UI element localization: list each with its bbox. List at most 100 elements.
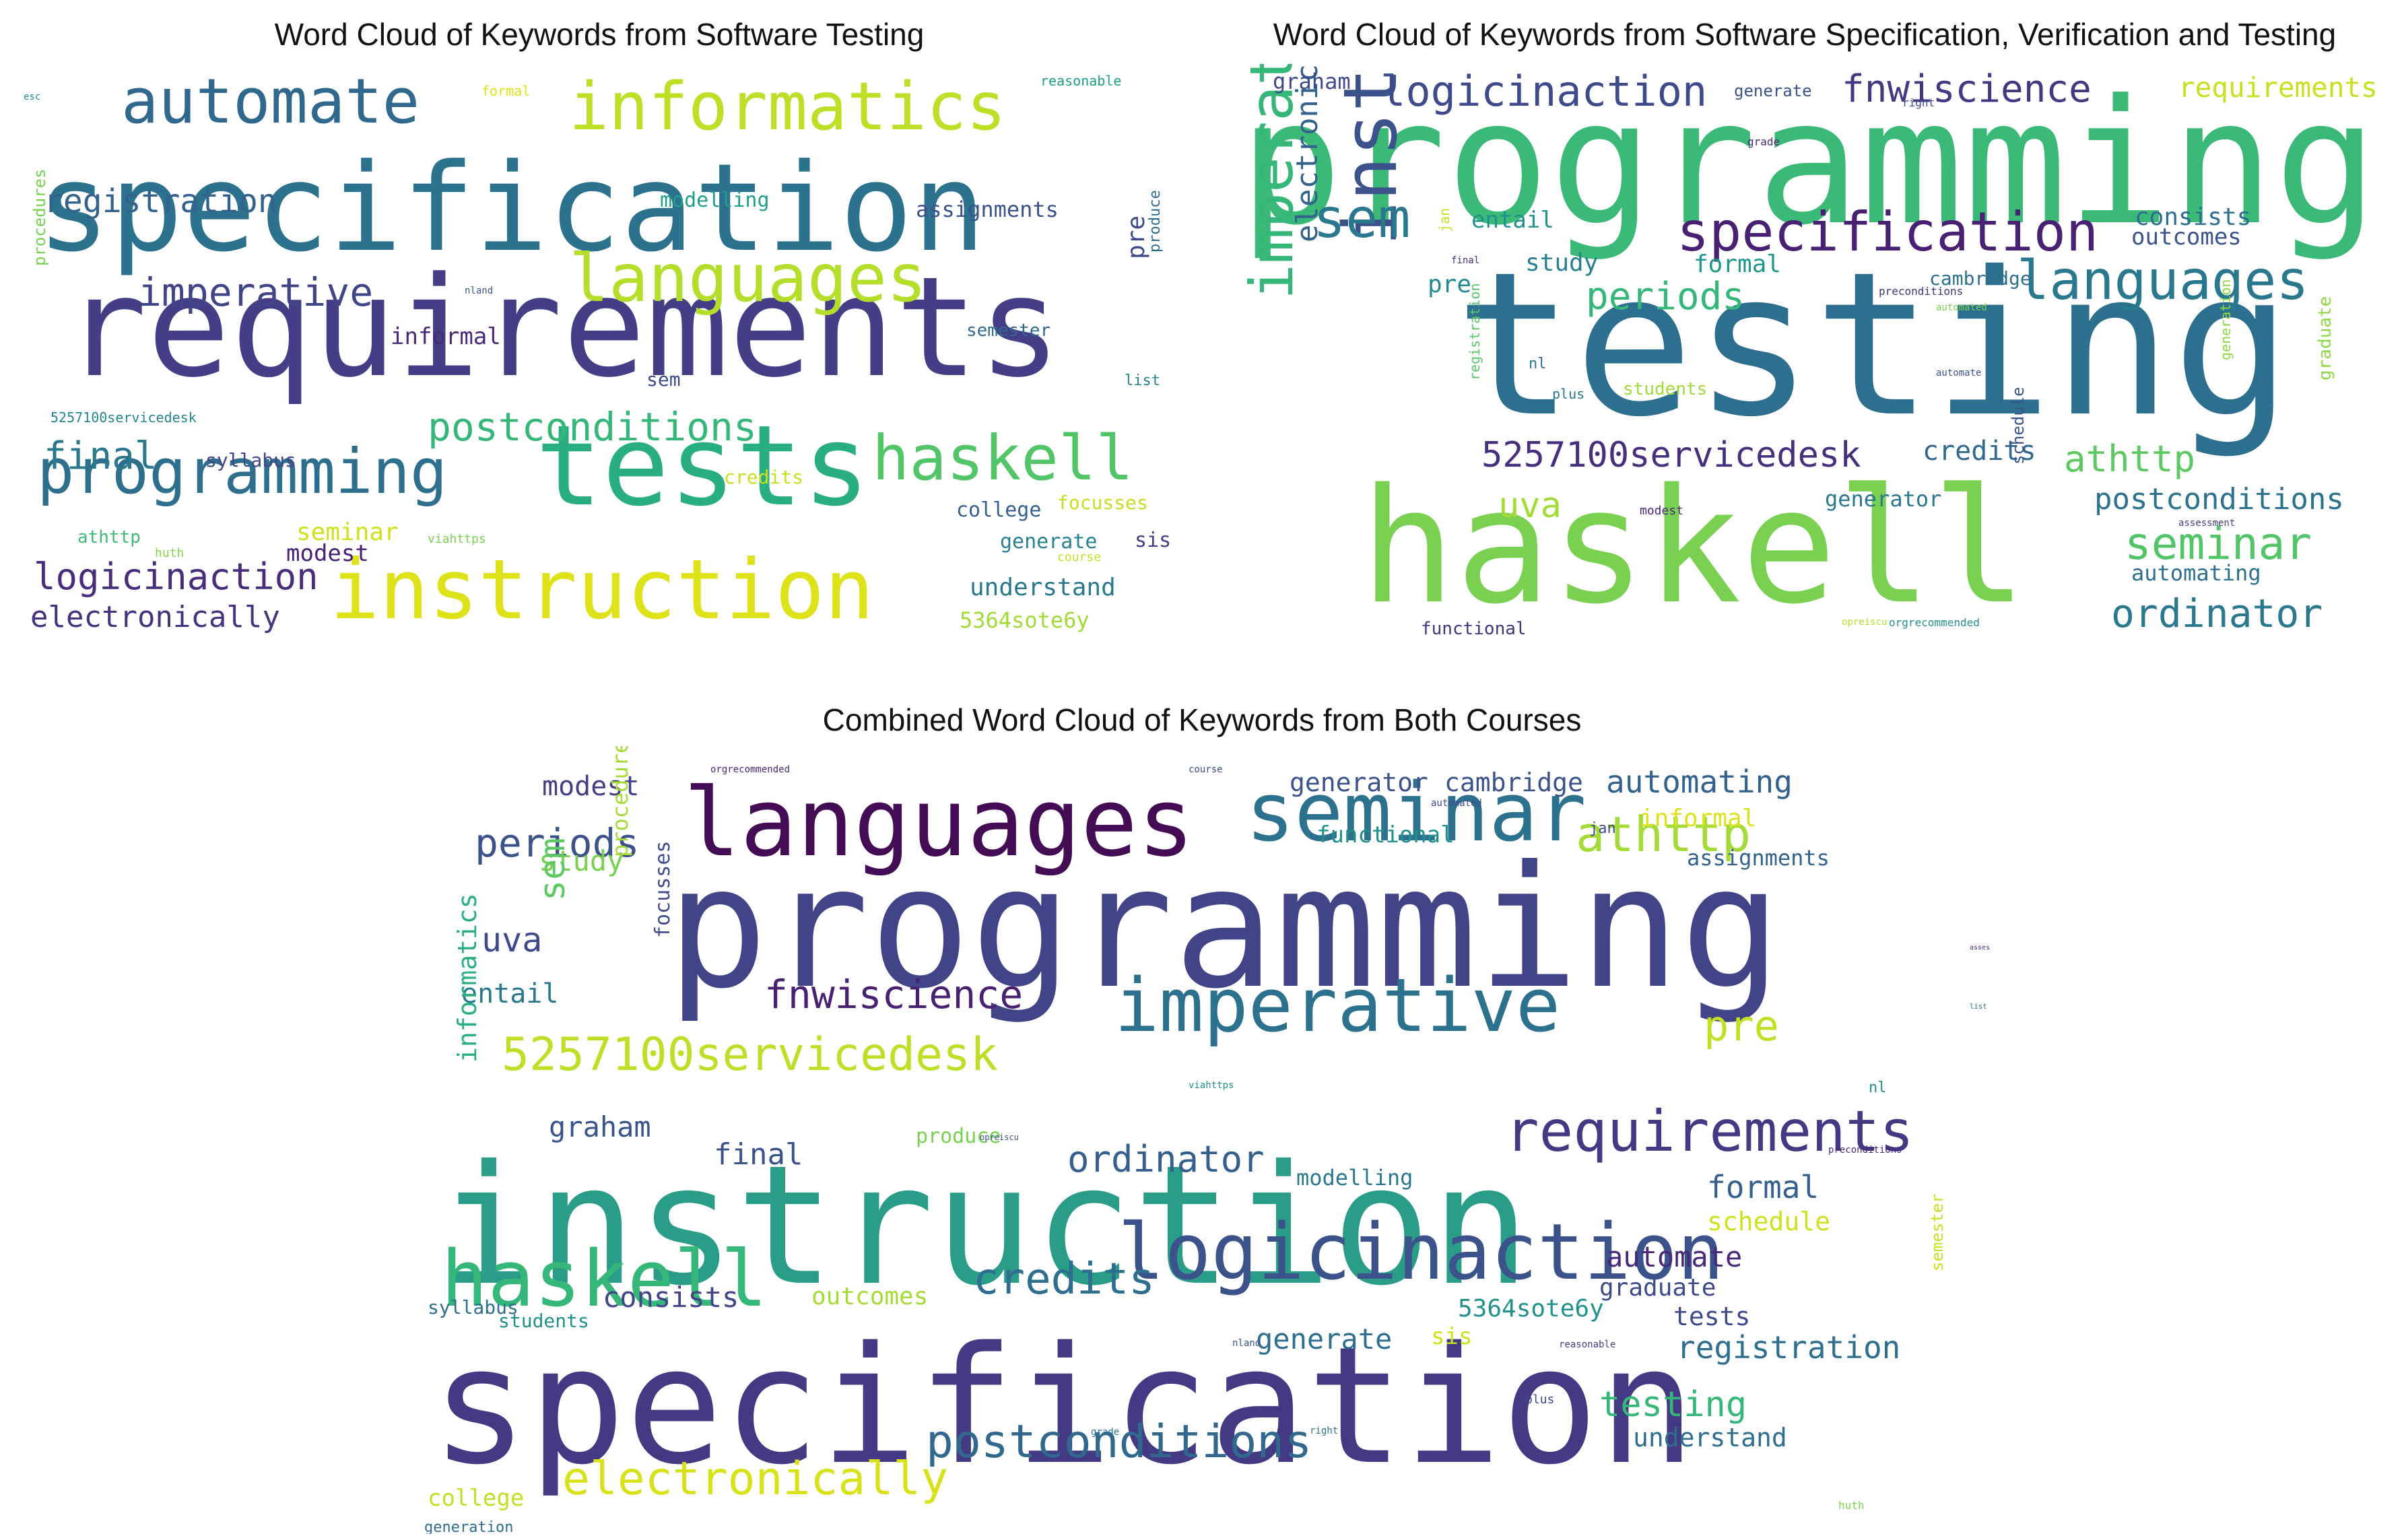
- cloud-word-study: study: [539, 844, 624, 877]
- cloud-word-imperative: imperative: [138, 269, 374, 315]
- cloud-word-pre: pre: [1704, 1001, 1779, 1050]
- cloud-word-sis: sis: [1135, 529, 1172, 552]
- cloud-word-consists: consists: [603, 1281, 739, 1314]
- cloud-word-generate: generate: [1000, 530, 1098, 554]
- cloud-word-modelling: modelling: [660, 189, 770, 212]
- cloud-word-assessment: assessment: [1970, 944, 1990, 951]
- cloud-word-tests: tests: [1673, 1302, 1751, 1331]
- cloud-word-sem: sem: [1313, 187, 1411, 250]
- cloud-word-automating: automating: [1606, 764, 1793, 800]
- cloud-word-entail: entail: [461, 978, 559, 1009]
- cloud-word-postconditions: postconditions: [926, 1415, 1312, 1469]
- cloud-word-produce: produce: [1147, 190, 1164, 253]
- cloud-word-athttp: athttp: [2064, 438, 2196, 480]
- cloud-word-preconditions: preconditions: [1828, 1145, 1902, 1156]
- cloud-word-reasonable: reasonable: [1040, 73, 1122, 89]
- cloud-word-generator: generator: [1290, 768, 1428, 797]
- cloud-word-languages: languages: [2017, 249, 2309, 312]
- cloud-word-procedures: procedures: [30, 168, 49, 267]
- cloud-word-electronically: electronically: [30, 600, 280, 634]
- cloud-word-final: final: [1451, 255, 1480, 266]
- cloud-word-athttp: athttp: [77, 527, 141, 547]
- cloud-word-postconditions: postconditions: [428, 404, 757, 450]
- cloud-word-opreiscu: opreiscu: [1842, 617, 1888, 628]
- cloud-word-haskell: haskell: [872, 422, 1133, 494]
- word-cloud-software-testing: requirements specification tests instructio…: [24, 64, 1175, 650]
- cloud-title: Combined Word Cloud of Keywords from Bot…: [822, 702, 1582, 737]
- cloud-word-grade: grade: [1747, 135, 1780, 148]
- cloud-word-testing: testing: [1455, 229, 2292, 461]
- cloud-word-imperative: imperative: [1114, 962, 1561, 1048]
- cloud-panel-combined: Combined Word Cloud of Keywords from Bot…: [0, 694, 2404, 1540]
- cloud-word-functional: functional: [1316, 822, 1455, 848]
- cloud-panel-specification-verification-testing: Word Cloud of Keywords from Software Spe…: [1205, 0, 2404, 673]
- cloud-word-plus: plus: [1552, 386, 1585, 402]
- cloud-word-athttp: athttp: [1576, 806, 1751, 863]
- cloud-word-nland: nland: [1232, 1338, 1261, 1349]
- cloud-word-preconditions: preconditions: [1879, 285, 1964, 298]
- cloud-word-registration: registration: [1467, 283, 1483, 381]
- cloud-word-fnwiscience: fnwiscience: [764, 972, 1024, 1017]
- cloud-word-credits: credits: [973, 1254, 1155, 1304]
- cloud-word-requirements: requirements: [1505, 1098, 1914, 1164]
- cloud-word-huth: huth: [1838, 1499, 1865, 1512]
- cloud-word-schedule: schedule: [2009, 387, 2028, 465]
- cloud-word-programming: programming: [667, 830, 1782, 1026]
- cloud-word-right: right: [1902, 96, 1935, 109]
- cloud-word-5257100servicedesk: 5257100servicedesk: [502, 1028, 998, 1081]
- cloud-word-huth: huth: [155, 546, 185, 560]
- cloud-word-logicinaction: logicinaction: [1118, 1207, 1725, 1298]
- cloud-word-cambridge: cambridge: [1444, 768, 1583, 797]
- cloud-word-nland: nland: [465, 286, 494, 296]
- cloud-word-orgrecommended: orgrecommended: [710, 764, 791, 775]
- cloud-word-semester: semester: [1928, 1193, 1947, 1271]
- cloud-word-jan: jan: [1589, 820, 1616, 837]
- cloud-word-students: students: [1623, 379, 1708, 399]
- cloud-word-haskell: haskell: [1360, 455, 2028, 639]
- cloud-word-uva: uva: [481, 920, 543, 960]
- cloud-word-graham: graham: [549, 1110, 651, 1143]
- cloud-word-informal: informal: [391, 323, 501, 350]
- cloud-word-specification: specification: [37, 138, 986, 279]
- cloud-word-automated: automated: [1431, 798, 1482, 809]
- cloud-word-grade: grade: [1091, 1427, 1120, 1438]
- cloud-title: Word Cloud of Keywords from Software Tes…: [274, 17, 925, 52]
- cloud-word-modest: modest: [1640, 504, 1684, 518]
- cloud-word-modest: modest: [286, 540, 369, 567]
- cloud-word-seminar: seminar: [1246, 766, 1587, 860]
- cloud-word-generate: generate: [1256, 1323, 1393, 1355]
- cloud-word-automate: automate: [121, 65, 420, 137]
- cloud-word-outcomes: outcomes: [2131, 224, 2242, 250]
- cloud-word-automate: automate: [1936, 368, 1982, 378]
- cloud-word-focusses: focusses: [651, 840, 675, 939]
- cloud-word-formal: formal: [1694, 250, 1782, 278]
- cloud-word-esc: esc: [24, 92, 41, 102]
- cloud-word-languages: languages: [569, 240, 927, 317]
- cloud-word-assignments: assignments: [1687, 845, 1830, 871]
- cloud-word-5364sote6y: 5364sote6y: [960, 607, 1090, 633]
- cloud-word-registration: registration: [1677, 1329, 1901, 1366]
- cloud-word-study: study: [1525, 249, 1599, 277]
- cloud-word-list: list: [1970, 1002, 1987, 1011]
- cloud-word-specification: specification: [1677, 201, 2099, 263]
- cloud-word-instruction: instruction: [330, 542, 874, 638]
- cloud-word-5364sote6y: 5364sote6y: [1458, 1295, 1604, 1323]
- cloud-word-outcomes: outcomes: [811, 1283, 929, 1310]
- cloud-word-ordinator: ordinator: [1067, 1138, 1265, 1180]
- cloud-word-syllabus: syllabus: [205, 449, 296, 471]
- cloud-word-produce: produce: [916, 1125, 1001, 1148]
- word-cloud-specification-verification-testing: programming testing haskell specification la…: [1236, 64, 2380, 650]
- cloud-word-ordinator: ordinator: [2111, 591, 2323, 636]
- cloud-word-graham: graham: [1273, 69, 1351, 94]
- cloud-word-informatics: informatics: [453, 893, 482, 1063]
- cloud-word-logicinaction: logicinaction: [34, 556, 319, 598]
- cloud-word-viahttps: viahttps: [428, 532, 486, 546]
- cloud-word-modest: modest: [542, 771, 640, 802]
- cloud-word-sis: sis: [1431, 1323, 1473, 1350]
- cloud-word-college: college: [428, 1485, 525, 1512]
- cloud-word-periods: periods: [475, 820, 640, 866]
- cloud-word-generation: generation: [2217, 279, 2234, 360]
- cloud-word-opreiscu: opreiscu: [980, 1133, 1019, 1142]
- cloud-word-plus: plus: [1525, 1393, 1555, 1407]
- cloud-word-consists: consists: [2135, 203, 2252, 231]
